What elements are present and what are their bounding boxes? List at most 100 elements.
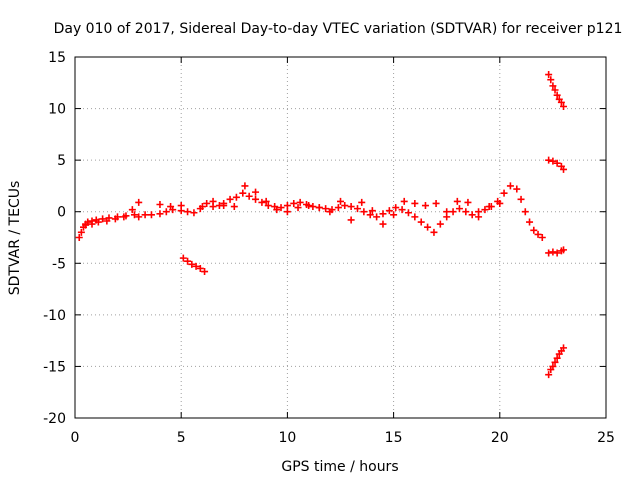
data-point [77,228,85,236]
data-point [521,208,529,216]
axis-ticks [74,56,607,419]
data-point [337,197,344,205]
data-point [305,202,313,210]
series-4 [545,156,568,173]
data-point [551,358,559,366]
data-point [404,209,412,217]
data-point [290,199,298,207]
data-point [167,203,175,211]
data-point [549,157,557,165]
data-point [82,221,90,229]
data-point [411,199,419,207]
data-point [549,82,557,90]
data-point [277,204,285,212]
data-point [449,208,457,216]
series-1 [82,182,504,229]
series-3 [545,71,568,111]
data-point [481,206,489,214]
data-point [252,195,260,203]
data-point [283,202,291,210]
data-point [130,211,138,219]
data-point [526,218,534,226]
data-point [177,202,185,210]
data-point [241,182,249,190]
data-point [436,220,444,228]
data-point [549,248,557,256]
data-point [230,203,238,211]
data-point [258,198,266,206]
data-point [201,268,209,276]
data-point [252,188,260,196]
data-point [262,197,270,205]
series-5 [545,246,568,257]
data-point [156,200,164,208]
data-point [128,206,136,214]
y-tick-label: 10 [48,102,66,118]
data-point [411,213,419,221]
data-point [506,182,514,190]
data-point [179,254,187,262]
y-tick-label: 0 [57,205,66,221]
data-point [530,226,538,234]
x-tick-label: 20 [491,430,509,446]
data-point [534,230,542,238]
data-point [220,202,228,210]
data-point [156,210,164,218]
data-point [326,208,334,216]
data-point [334,204,342,212]
data-point [192,262,200,270]
data-point [198,203,206,211]
data-point [560,165,568,173]
x-tick-label: 25 [597,430,615,446]
data-point [430,228,438,236]
data-point [545,71,553,79]
data-point [94,218,102,226]
data-point [517,195,525,203]
data-point [239,189,247,197]
chart-title: Day 010 of 2017, Sidereal Day-to-day VTE… [54,21,623,37]
data-point [358,198,366,206]
data-point [475,213,483,221]
data-point [135,213,143,221]
grid [75,57,606,418]
data-point [99,215,107,223]
data-point [468,211,476,219]
data-point [390,211,398,219]
x-tick-labels: 0 5 10 15 20 25 [71,430,615,446]
data-point [184,208,192,216]
data-point [283,208,291,216]
data-point [190,209,198,217]
data-point [551,86,559,94]
data-point [432,199,440,207]
data-point [400,197,408,205]
y-tick-label: 15 [48,50,66,66]
data-point [553,159,561,167]
data-point [360,208,368,216]
data-point [120,213,128,221]
x-tick-label: 10 [278,430,296,446]
data-point [379,220,387,228]
data-point [366,211,374,219]
data-point [203,199,211,207]
data-point [347,203,355,211]
data-point [545,371,553,379]
data-point [392,204,400,212]
data-point [296,198,304,206]
data-point [443,208,451,216]
data-point [500,189,508,197]
x-axis-label: GPS time / hours [281,459,398,475]
data-point [421,202,429,210]
data-point [560,246,568,254]
data-point [560,103,568,111]
data-point [147,211,155,219]
data-point [417,218,425,226]
y-tick-label: -10 [43,308,66,324]
data-point [226,195,234,203]
data-point [273,206,281,214]
data-point [368,207,376,215]
data-point [294,204,302,212]
data-point [513,185,521,193]
x-tick-label: 0 [71,430,80,446]
data-point [464,198,472,206]
